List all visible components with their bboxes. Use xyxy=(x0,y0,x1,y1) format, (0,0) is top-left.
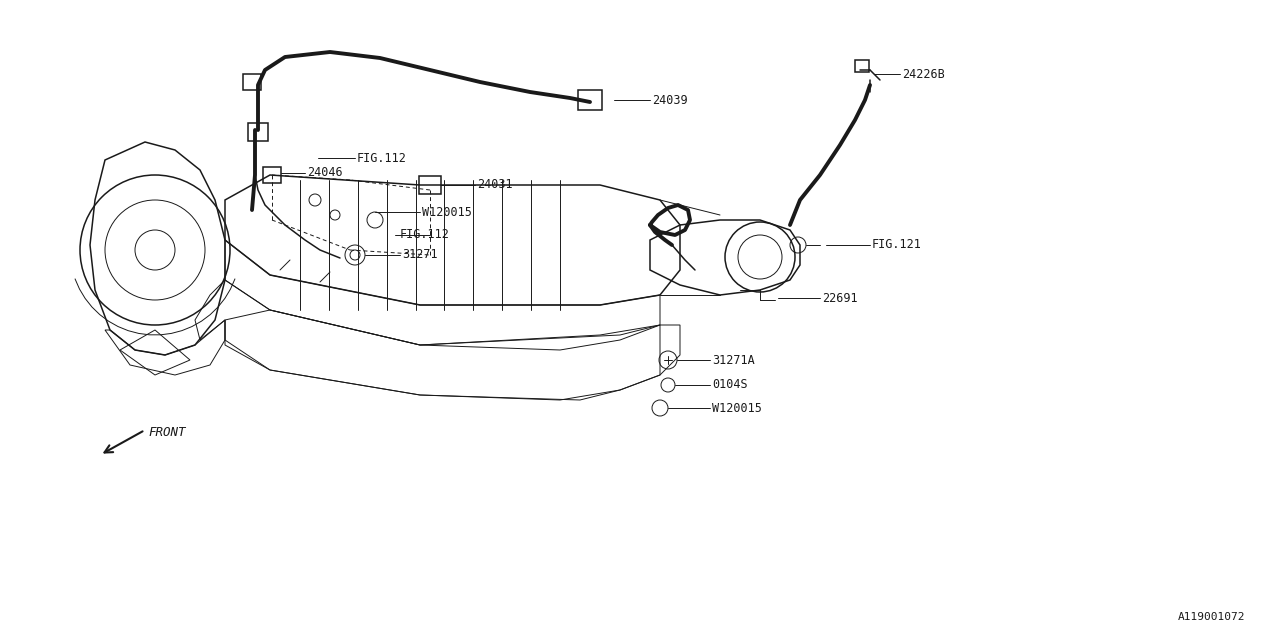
Text: FRONT: FRONT xyxy=(148,426,186,438)
Text: FIG.112: FIG.112 xyxy=(399,228,449,241)
Text: W120015: W120015 xyxy=(712,401,762,415)
Text: 24046: 24046 xyxy=(307,166,343,179)
Bar xyxy=(419,176,442,194)
Text: W120015: W120015 xyxy=(422,205,472,218)
Text: 22691: 22691 xyxy=(822,291,858,305)
Text: FIG.112: FIG.112 xyxy=(357,152,407,164)
Text: 31271A: 31271A xyxy=(712,353,755,367)
Bar xyxy=(855,60,869,72)
Text: 24226B: 24226B xyxy=(902,67,945,81)
Text: 0104S: 0104S xyxy=(712,378,748,392)
Bar xyxy=(243,74,261,90)
Text: 24031: 24031 xyxy=(477,179,512,191)
Bar xyxy=(579,90,602,110)
Bar xyxy=(262,167,282,183)
Text: A119001072: A119001072 xyxy=(1178,612,1245,622)
Text: 24039: 24039 xyxy=(652,93,687,106)
Text: FIG.121: FIG.121 xyxy=(872,239,922,252)
Bar xyxy=(248,123,268,141)
Text: 31271: 31271 xyxy=(402,248,438,262)
